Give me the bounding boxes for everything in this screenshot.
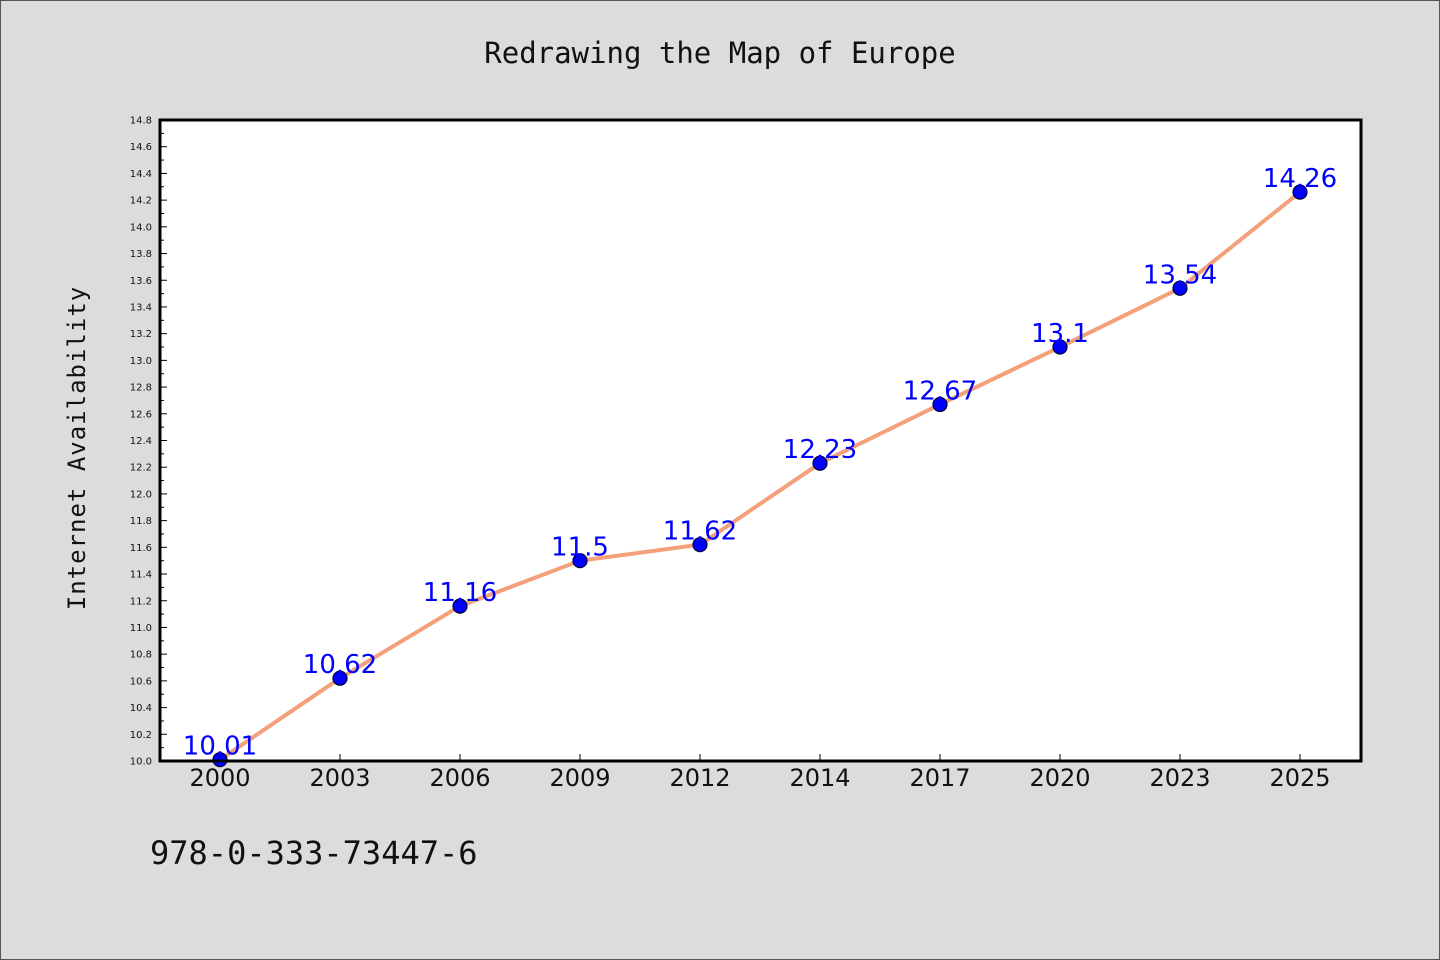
x-tick-label: 2017 [909,764,970,792]
y-tick-label: 12.0 [130,489,152,500]
y-tick-label: 11.2 [130,596,152,607]
x-axis: 2000 2003 2006 2009 2012 2014 2017 2020 2023 2025 [189,754,1331,792]
x-tick-label: 2014 [789,764,850,792]
y-tick-label: 10.0 [130,757,152,768]
marker-group [212,184,1308,768]
y-tick-label: 14.8 [130,116,152,127]
x-tick-label: 2009 [549,764,610,792]
data-label: 12.23 [783,435,857,465]
y-tick-label: 14.6 [130,142,152,153]
y-tick-label: 10.8 [130,650,152,661]
data-point [572,553,588,569]
data-point [1292,184,1308,200]
series-line-group [218,190,1302,762]
x-tick-label: 2006 [429,764,490,792]
y-tick-label: 12.6 [130,409,152,420]
x-tick-label: 2000 [189,764,250,792]
data-point [692,537,708,553]
y-tick-label: 10.4 [130,703,152,714]
data-label: 14.26 [1263,164,1337,194]
x-tick-label: 2020 [1029,764,1090,792]
y-tick-label: 11.8 [130,516,152,527]
x-tick-label: 2003 [309,764,370,792]
data-point [1172,280,1188,296]
plot-border [158,118,1363,763]
y-tick-label: 13.8 [130,249,152,260]
data-label: 12.67 [903,376,977,406]
data-label: 10.01 [183,732,257,762]
y-tick-label: 13.0 [130,356,152,367]
isbn-text: 978-0-333-73447-6 [150,834,478,872]
data-point [452,598,468,614]
y-tick-label: 14.4 [130,169,152,180]
series-line [218,190,1302,762]
y-tick-label: 13.6 [130,276,152,287]
y-tick-label: 10.6 [130,676,152,687]
y-tick-label: 12.4 [130,436,152,447]
data-point [1052,339,1068,355]
y-tick-label: 11.4 [130,570,152,581]
data-label: 13.1 [1031,319,1089,349]
x-tick-label: 2025 [1269,764,1330,792]
data-label: 13.54 [1143,260,1217,290]
data-label: 11.62 [663,517,737,547]
y-tick-label: 13.4 [130,302,152,313]
y-tick-label: 12.8 [130,383,152,394]
y-tick-label: 11.0 [130,623,152,634]
y-axis-label: Internet Availability [63,286,91,610]
y-tick-label: 14.2 [130,196,152,207]
data-label: 10.62 [303,650,377,680]
x-tick-label: 2023 [1149,764,1210,792]
y-axis: 10.0 10.2 10.4 10.6 10.8 11.0 11.2 11.4 11.6 11.8… [130,116,167,768]
data-label: 11.16 [423,578,497,608]
x-tick-label: 2012 [669,764,730,792]
y-tick-label: 13.2 [130,329,152,340]
plot-area [160,120,1361,761]
y-tick-label: 12.2 [130,463,152,474]
data-label: 11.5 [551,533,609,563]
y-tick-label: 11.6 [130,543,152,554]
y-tick-label: 14.0 [130,222,152,233]
data-point [332,670,348,686]
chart-title: Redrawing the Map of Europe [484,36,955,70]
y-tick-label: 10.2 [130,730,152,741]
data-point [812,455,828,471]
data-label-group: 10.01 10.62 11.16 11.5 11.62 12.23 12.67 13.1 13… [183,164,1337,762]
data-point [932,396,948,413]
